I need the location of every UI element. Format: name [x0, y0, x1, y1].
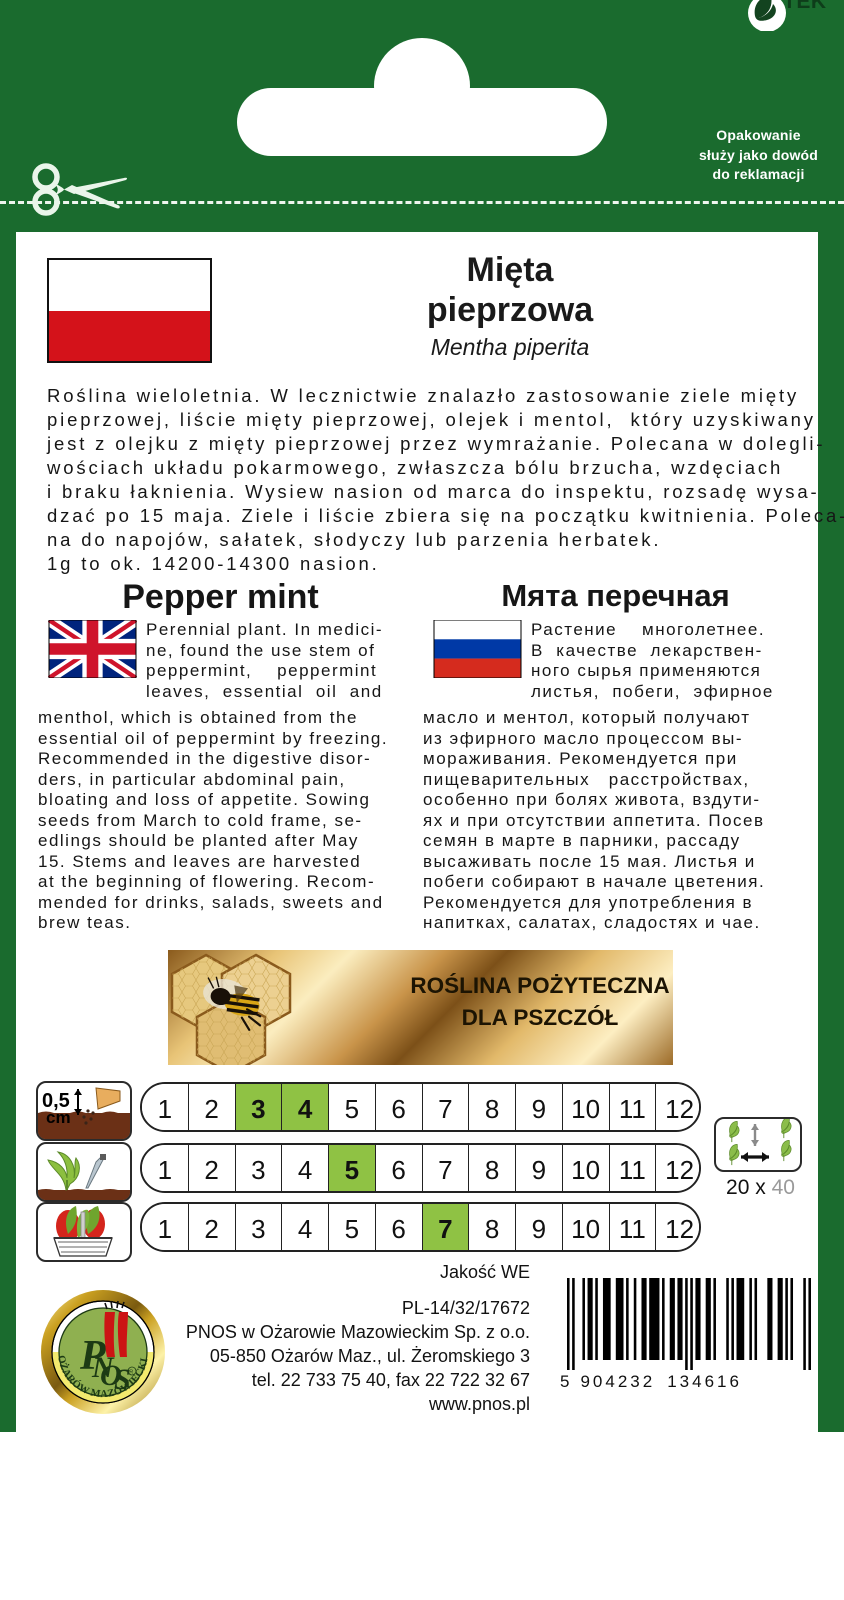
svg-text:cm: cm — [46, 1108, 71, 1127]
svg-text:R: R — [129, 1370, 133, 1376]
svg-text:S: S — [114, 1363, 131, 1396]
